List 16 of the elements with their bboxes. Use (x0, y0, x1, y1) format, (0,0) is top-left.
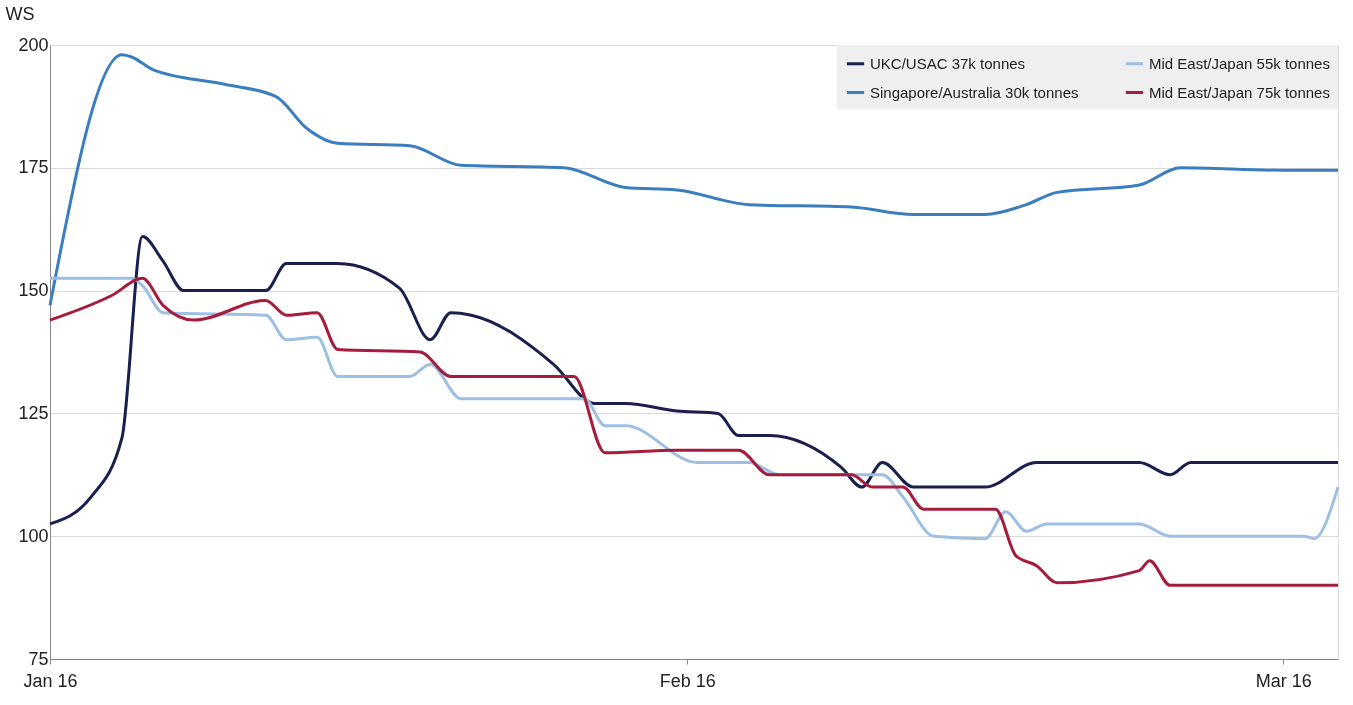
legend-label: Mid East/Japan 55k tonnes (1149, 54, 1330, 72)
legend-label: Mid East/Japan 75k tonnes (1149, 83, 1330, 101)
x-tick-label: Jan 16 (23, 670, 78, 691)
y-axis-title: WS (5, 3, 35, 24)
legend-label: Singapore/Australia 30k tonnes (870, 83, 1079, 101)
line-series (48, 53, 1340, 307)
y-tick-label: 175 (18, 157, 49, 178)
x-tick-label: Mar 16 (1255, 670, 1312, 691)
y-tick-label: 150 (18, 280, 49, 301)
x-tick-label: Feb 16 (659, 670, 716, 691)
y-tick-label: 100 (18, 525, 49, 546)
y-tick-label: 125 (18, 402, 49, 423)
y-tick-label: 200 (18, 34, 49, 55)
legend-label: UKC/USAC 37k tonnes (870, 54, 1026, 72)
line-series (48, 235, 1340, 526)
y-tick-label: 75 (28, 648, 49, 669)
